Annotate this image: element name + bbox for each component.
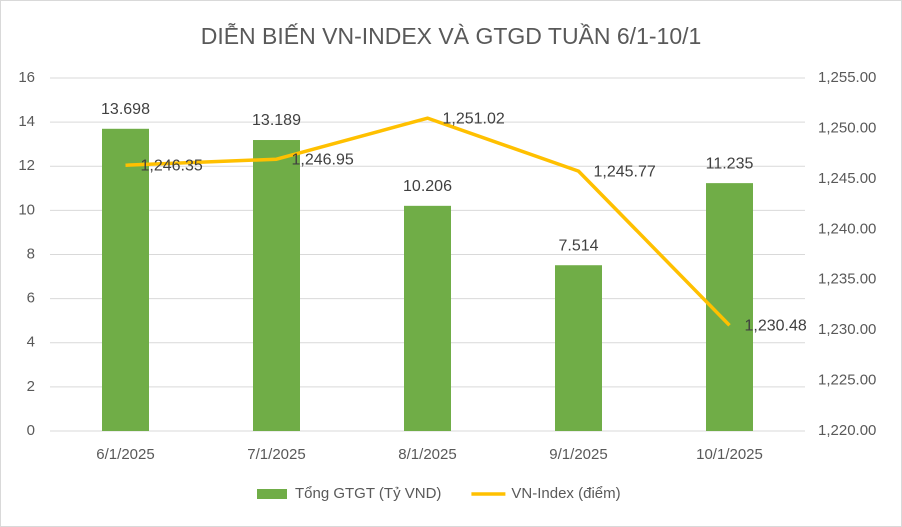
y-tick-label: 14 [18,113,35,130]
bar-value-label: 13.189 [252,112,301,129]
y-tick-label: 2 [27,378,35,395]
x-tick-label: 9/1/2025 [549,446,607,463]
line-value-label: 1,246.35 [141,157,203,174]
y2-tick-label: 1,240.00 [818,220,876,237]
bar-value-label: 7.514 [558,237,598,254]
y-tick-label: 8 [27,245,35,262]
line-value-label: 1,230.48 [745,318,807,335]
y-tick-label: 10 [18,201,35,218]
y2-tick-label: 1,230.00 [818,321,876,338]
bar [404,205,451,431]
x-tick-label: 10/1/2025 [696,446,763,463]
bar [102,128,149,431]
line [125,116,731,327]
y-tick-label: 12 [18,157,35,174]
y2-tick-label: 1,235.00 [818,271,876,288]
x-tick-label: 8/1/2025 [398,446,456,463]
line-value-label: 1,245.77 [594,163,656,180]
legend-label: VN-Index (điểm) [511,485,620,502]
y2-tick-label: 1,225.00 [818,372,876,389]
y-tick-label: 0 [27,422,35,439]
y2-tick-label: 1,245.00 [818,170,876,187]
bar-value-label: 10.206 [403,178,452,195]
line-value-label: 1,251.02 [443,110,505,127]
bar [253,140,300,431]
y-tick-label: 16 [18,69,35,86]
legend-swatch [257,489,287,499]
x-tick-label: 6/1/2025 [96,446,154,463]
x-tick-label: 7/1/2025 [247,446,305,463]
y2-tick-label: 1,250.00 [818,119,876,136]
legend-label: Tổng GTGT (Tỷ VND) [295,485,441,502]
line-value-label: 1,246.95 [292,151,354,168]
bar [555,265,602,431]
bar-value-label: 13.698 [101,101,150,118]
y2-tick-label: 1,255.00 [818,69,876,86]
y-tick-label: 6 [27,290,35,307]
y-tick-label: 4 [27,334,35,351]
chart-title: DIỄN BIẾN VN-INDEX VÀ GTGD TUẦN 6/1-10/1 [201,21,702,49]
bar-value-label: 11.235 [706,155,754,172]
y2-tick-label: 1,220.00 [818,422,876,439]
